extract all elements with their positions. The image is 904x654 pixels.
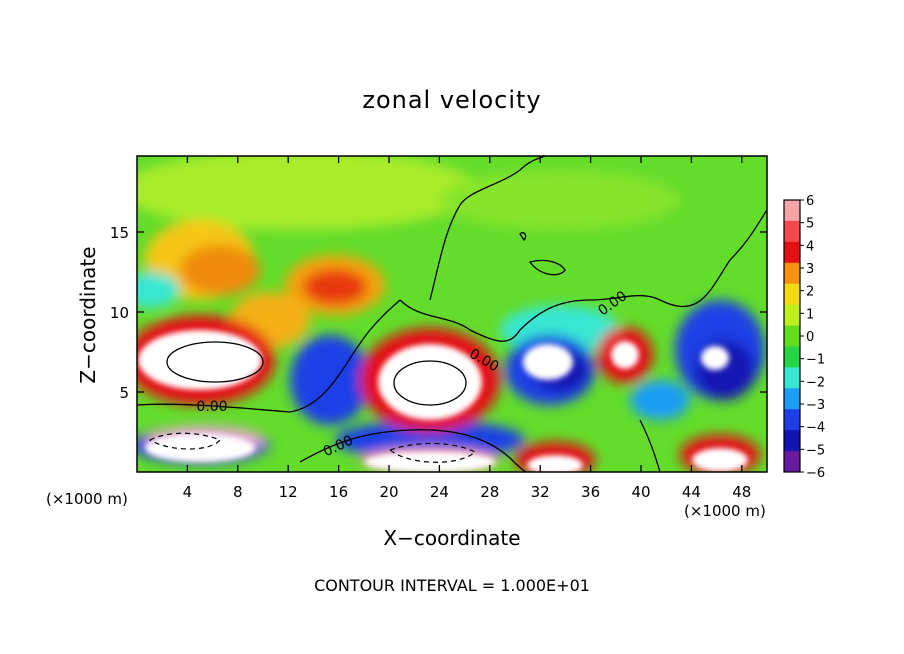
contour-interval-footer: CONTOUR INTERVAL = 1.000E+01 [314, 576, 590, 595]
x-tick-label: 44 [682, 483, 701, 501]
y-tick-label: 15 [110, 224, 129, 242]
colorbar-label: 0 [806, 330, 814, 345]
contour-label: 0.00 [196, 399, 227, 415]
colorbar-label: 6 [806, 194, 814, 209]
colorbar-swatch [784, 346, 800, 368]
colorbar-swatch [784, 430, 800, 452]
x-multiplier-label-right: (×1000 m) [684, 502, 766, 520]
colorbar-label: −6 [806, 466, 825, 481]
x-tick-label: 28 [480, 483, 499, 501]
colorbar-swatch [784, 283, 800, 306]
colorbar-swatch [784, 451, 800, 473]
x-tick-label: 40 [631, 483, 650, 501]
colorbar-label: −4 [806, 421, 825, 436]
negative-contours [148, 432, 477, 463]
colorbar-label: 4 [806, 239, 814, 254]
colorbar-label: 3 [806, 262, 814, 277]
x-tick-label: 4 [183, 483, 193, 501]
x-axis-label: X−coordinate [383, 526, 521, 550]
colorbar-label: −1 [806, 353, 825, 368]
colorbar-label: −3 [806, 398, 825, 413]
heatmap-field [137, 156, 767, 472]
x-tick-label: 20 [379, 483, 398, 501]
plot-frame [136, 155, 768, 473]
colorbar-label: 2 [806, 285, 814, 300]
contour-lines [137, 156, 767, 472]
colorbar-swatch [784, 220, 800, 243]
colorbar-swatch [784, 409, 800, 431]
colorbar-swatch [784, 367, 800, 389]
colorbar-label: −5 [806, 443, 825, 458]
colorbar: 6 5 4 3 2 1 0 −1 −2 −3 −4 −5 −6 [783, 194, 825, 481]
colorbar-label: 1 [806, 307, 814, 322]
y-tick-label: 10 [110, 304, 129, 322]
colorbar-swatch [784, 325, 800, 347]
x-tick-label: 36 [581, 483, 600, 501]
x-tick-label: 8 [233, 483, 243, 501]
colorbar-swatch [784, 200, 800, 222]
x-tick-label: 16 [329, 483, 348, 501]
colorbar-swatch [784, 241, 800, 264]
x-multiplier-label-left: (×1000 m) [46, 490, 128, 508]
x-tick-label: 24 [430, 483, 449, 501]
x-tick-label: 12 [279, 483, 298, 501]
colorbar-swatch [784, 388, 800, 410]
colorbar-label: −2 [806, 375, 825, 390]
colorbar-swatch [784, 262, 800, 285]
x-tick-label: 48 [732, 483, 751, 501]
chart-title: zonal velocity [362, 86, 542, 114]
colorbar-label: 5 [806, 217, 814, 232]
y-tick-label: 5 [119, 384, 129, 402]
x-tick-label: 32 [531, 483, 550, 501]
colorbar-swatch [784, 304, 800, 327]
